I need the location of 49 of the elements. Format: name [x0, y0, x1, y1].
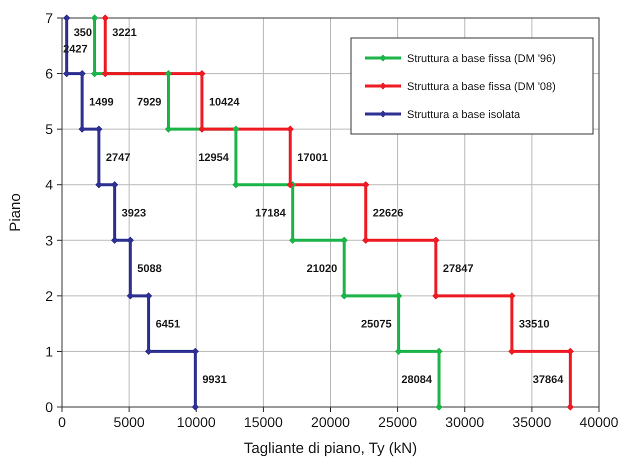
annotation: 3221	[112, 26, 137, 39]
annotation: 33510	[518, 318, 550, 331]
annotation: 27847	[442, 263, 474, 276]
y-tick-label: 7	[45, 10, 54, 26]
annotation: 6451	[156, 318, 180, 331]
y-tick-label: 0	[45, 399, 54, 415]
point	[102, 14, 109, 22]
y-tick-label: 6	[45, 66, 54, 82]
y-tick-label: 4	[45, 176, 54, 193]
x-tick-label: 40000	[580, 414, 619, 430]
annotation: 22626	[372, 208, 404, 220]
annotation: 37864	[532, 374, 564, 386]
annotation: 25075	[361, 318, 392, 331]
x-tick-label: 0	[58, 414, 66, 430]
annotation: 12954	[198, 152, 230, 164]
annotation: 17001	[297, 152, 328, 164]
x-tick-label: 35000	[512, 414, 552, 430]
y-tick-label: 5	[45, 121, 54, 138]
point	[192, 404, 199, 410]
point	[395, 292, 402, 300]
point	[145, 292, 152, 300]
annotation: 10424	[208, 96, 240, 108]
legend-label: Struttura a base fissa (DM '96)	[407, 53, 556, 65]
y-tick-label: 1	[45, 343, 54, 360]
point	[63, 14, 70, 22]
y-tick-label: 2	[45, 288, 54, 304]
annotation: 7929	[136, 96, 162, 108]
point	[566, 404, 574, 410]
annotation: 28084	[401, 374, 433, 386]
annotation: 21020	[306, 263, 338, 276]
annotation: 17184	[255, 208, 287, 220]
annotation: 5088	[137, 263, 162, 276]
x-axis-title: Tagliante di piano, Ty (kN)	[244, 440, 418, 457]
x-tick-label: 10000	[176, 414, 216, 430]
annotation: 1499	[89, 96, 114, 108]
annotation: 2747	[106, 152, 130, 164]
annotation: 350	[74, 26, 92, 39]
annotation: 3923	[122, 208, 146, 220]
x-tick-label: 25000	[378, 414, 418, 430]
point	[91, 14, 98, 22]
legend-label: Struttura a base isolata	[407, 109, 522, 121]
x-tick-label: 20000	[311, 414, 350, 430]
y-axis-title: Piano	[7, 193, 24, 232]
legend-label: Struttura a base fissa (DM '08)	[407, 81, 556, 93]
x-tick-label: 15000	[244, 414, 284, 430]
annotation: 9931	[202, 374, 227, 386]
y-tick-label: 3	[45, 232, 54, 248]
x-tick-label: 30000	[445, 414, 484, 430]
x-tick-label: 5000	[114, 414, 145, 430]
